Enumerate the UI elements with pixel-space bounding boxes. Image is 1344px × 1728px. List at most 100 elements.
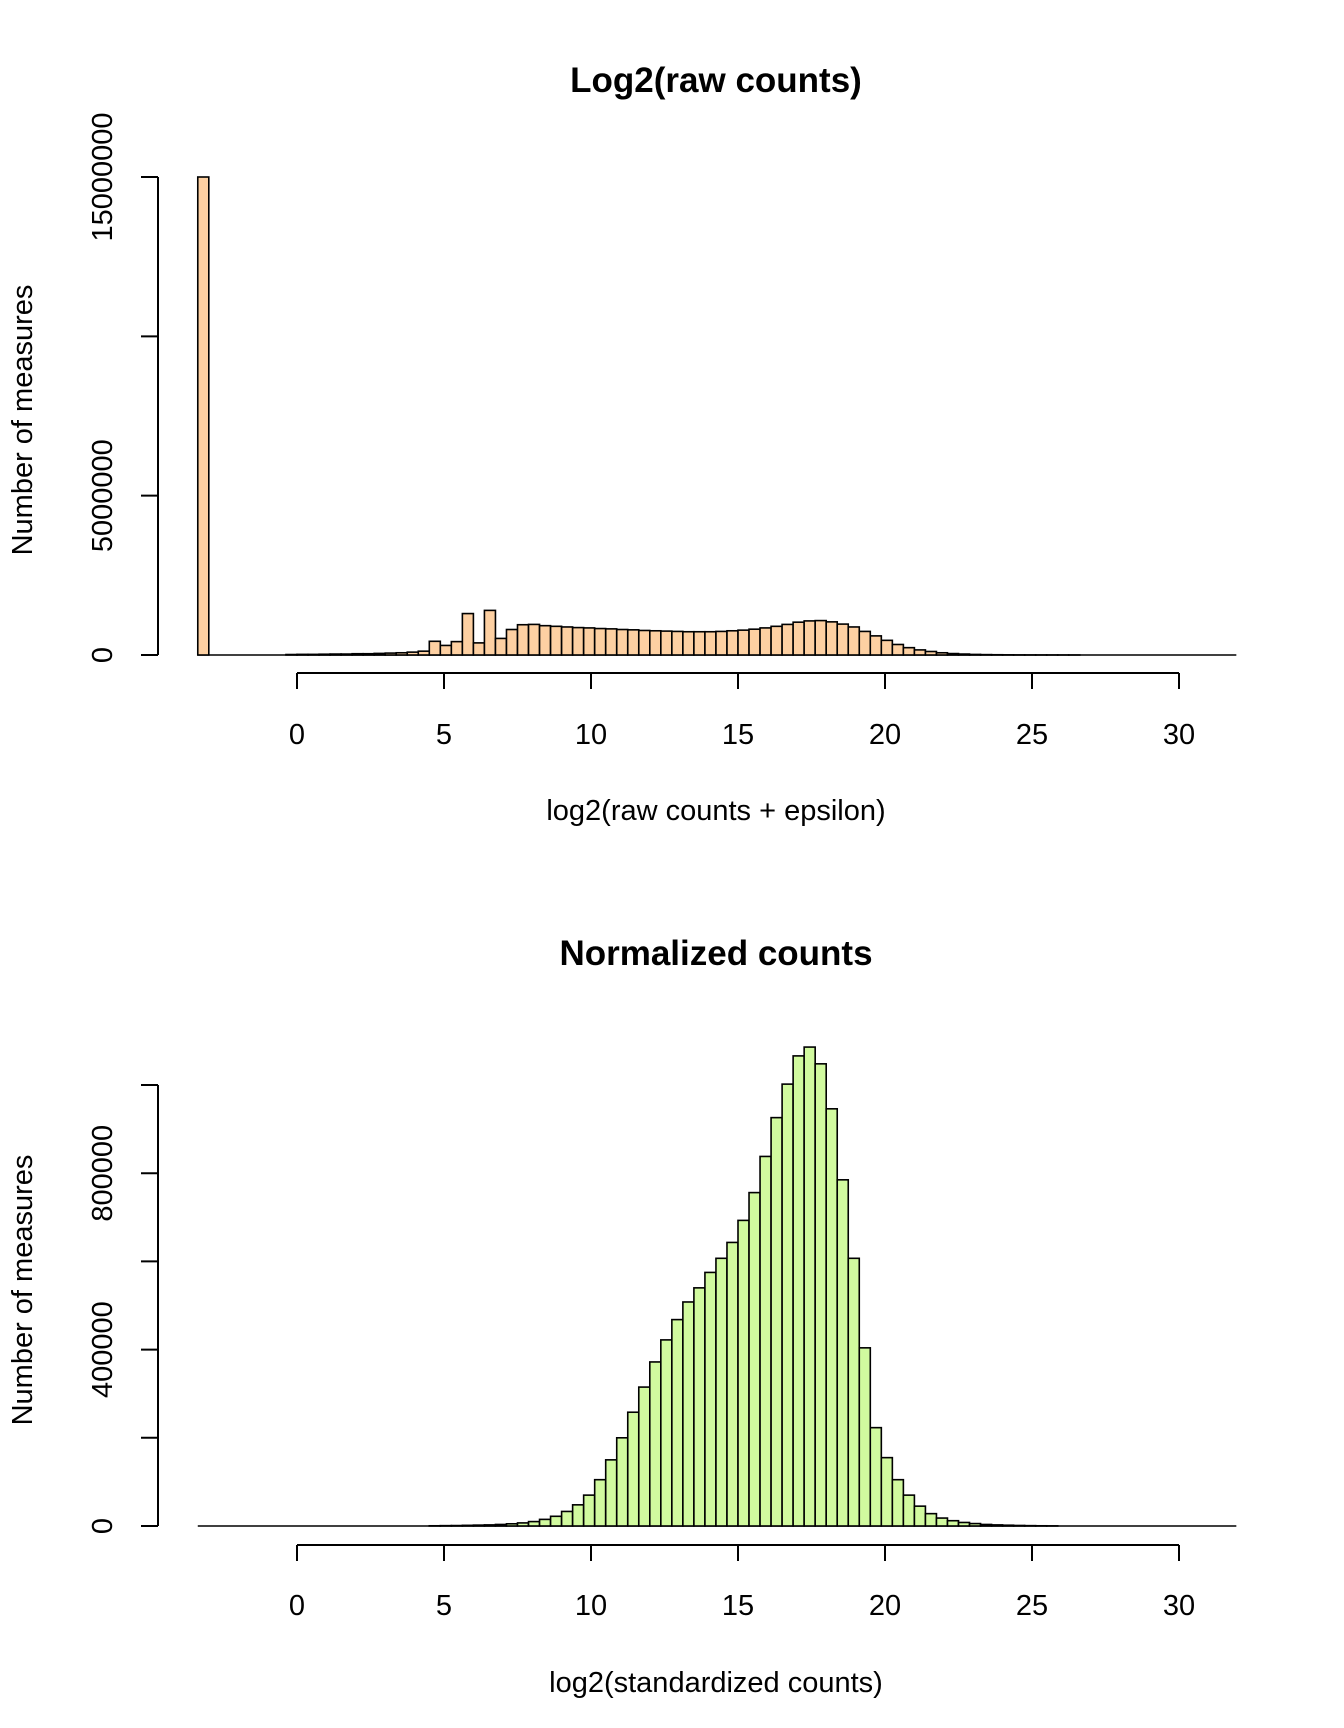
- y-tick-label: 800000: [87, 1125, 119, 1222]
- histogram-bar: [693, 1287, 706, 1527]
- histogram-bar: [858, 630, 872, 656]
- histogram-bar: [979, 1523, 993, 1527]
- histogram-bar: [494, 1523, 508, 1527]
- histogram-bar: [626, 1411, 640, 1527]
- histogram-bar: [362, 652, 375, 656]
- histogram-bar: [803, 620, 816, 656]
- y-tick-label: 15000000: [87, 112, 119, 241]
- histogram-bar: [924, 650, 938, 656]
- histogram-bar: [946, 1519, 960, 1527]
- histogram-bar: [329, 653, 342, 656]
- histogram-bar: [946, 652, 960, 656]
- x-tick-label: 25: [1016, 1590, 1048, 1622]
- histogram-bar: [1012, 1524, 1026, 1527]
- histogram-bar: [593, 1478, 607, 1527]
- histogram-bar: [472, 1524, 486, 1527]
- histogram-bar: [582, 1494, 596, 1527]
- histogram-bar: [935, 1517, 949, 1527]
- histogram-bar: [505, 628, 519, 656]
- histogram-bar: [560, 1510, 574, 1527]
- x-tick-label: 30: [1163, 719, 1195, 751]
- histogram-bar: [847, 626, 861, 656]
- histogram-bar: [825, 621, 839, 656]
- histogram-bar: [836, 1179, 850, 1527]
- histogram-bar: [836, 623, 850, 656]
- histogram-bar: [494, 637, 508, 656]
- histogram-bar: [384, 652, 398, 656]
- histogram-bar: [880, 639, 894, 656]
- y-tick-label: 0: [87, 1518, 119, 1534]
- y-axis: 0 400000 800000: [87, 1084, 159, 1534]
- histogram-bar: [968, 653, 982, 656]
- histogram-bar: [748, 1191, 761, 1527]
- histogram-bar: [869, 1426, 883, 1527]
- histogram-bar: [737, 629, 750, 656]
- histogram-bar: [604, 628, 618, 656]
- histogram-bar: [516, 623, 530, 656]
- histogram-bar: [549, 625, 563, 656]
- histogram-bar: [196, 176, 210, 656]
- histogram-bar: [527, 623, 541, 656]
- histogram-bar: [759, 1155, 772, 1527]
- histogram-bar: [483, 1524, 497, 1527]
- bars-group: [197, 1046, 1237, 1527]
- histogram-bar: [373, 652, 386, 656]
- histogram-bar: [660, 1339, 673, 1527]
- histogram-bar: [770, 1116, 783, 1527]
- histogram-bar: [770, 625, 783, 656]
- histogram-bar: [671, 630, 684, 656]
- histogram-bar: [461, 1524, 475, 1527]
- histogram-bar: [340, 653, 353, 656]
- x-tick-label: 10: [575, 1590, 607, 1622]
- histogram-bar: [439, 644, 453, 656]
- x-axis: 0 5 10 15 20 25 30: [289, 1544, 1195, 1622]
- histogram-bar: [726, 1241, 739, 1527]
- x-tick-label: 15: [722, 719, 754, 751]
- histogram-bar: [792, 1055, 805, 1527]
- x-tick-label: 15: [722, 1590, 754, 1622]
- histogram-bar: [814, 619, 827, 656]
- histogram-bar: [428, 640, 442, 656]
- histogram-bar: [781, 623, 794, 656]
- histogram-bar: [748, 628, 761, 656]
- histogram-bar: [935, 651, 949, 656]
- histogram-bar: [682, 1301, 695, 1527]
- x-axis-label: log2(raw counts + epsilon): [546, 795, 885, 827]
- y-axis-label: Number of measures: [7, 1155, 39, 1426]
- bars-group: [196, 176, 1237, 656]
- histogram-bar: [869, 635, 883, 656]
- histogram-bar: [1001, 1524, 1015, 1527]
- histogram-bar: [858, 1347, 872, 1527]
- histogram-bar: [880, 1456, 894, 1527]
- histogram-bar: [715, 1257, 728, 1527]
- histogram-bar: [450, 640, 464, 656]
- x-axis: 0 5 10 15 20 25 30: [289, 672, 1195, 751]
- histogram-bar: [571, 1504, 585, 1527]
- histogram-bar: [726, 629, 739, 656]
- chart-raw-counts: Log2(raw counts) 0 5 10 15 20 25 30 0 5000000 15…: [7, 61, 1237, 827]
- histogram-bar: [637, 1386, 651, 1527]
- histogram-bar: [847, 1257, 861, 1527]
- histogram-bar: [395, 651, 409, 656]
- x-tick-label: 0: [289, 1590, 305, 1622]
- histogram-bar: [505, 1522, 519, 1527]
- x-tick-label: 10: [575, 719, 607, 751]
- histogram-bar: [660, 630, 673, 656]
- histogram-bar: [593, 627, 607, 656]
- histogram-bar: [560, 626, 574, 656]
- histogram-bar: [792, 621, 805, 656]
- histogram-bar: [737, 1219, 750, 1527]
- y-tick-label: 0: [87, 647, 119, 663]
- x-tick-label: 20: [869, 1590, 901, 1622]
- histogram-bar: [637, 629, 651, 656]
- histogram-bar: [814, 1063, 827, 1527]
- histogram-bar: [527, 1520, 541, 1527]
- histogram-bar: [296, 653, 309, 656]
- histogram-bar: [891, 1478, 905, 1527]
- histogram-bar: [715, 630, 728, 656]
- histogram-bar: [957, 1521, 971, 1527]
- histogram-bar: [461, 612, 475, 656]
- chart-title: Normalized counts: [559, 934, 872, 973]
